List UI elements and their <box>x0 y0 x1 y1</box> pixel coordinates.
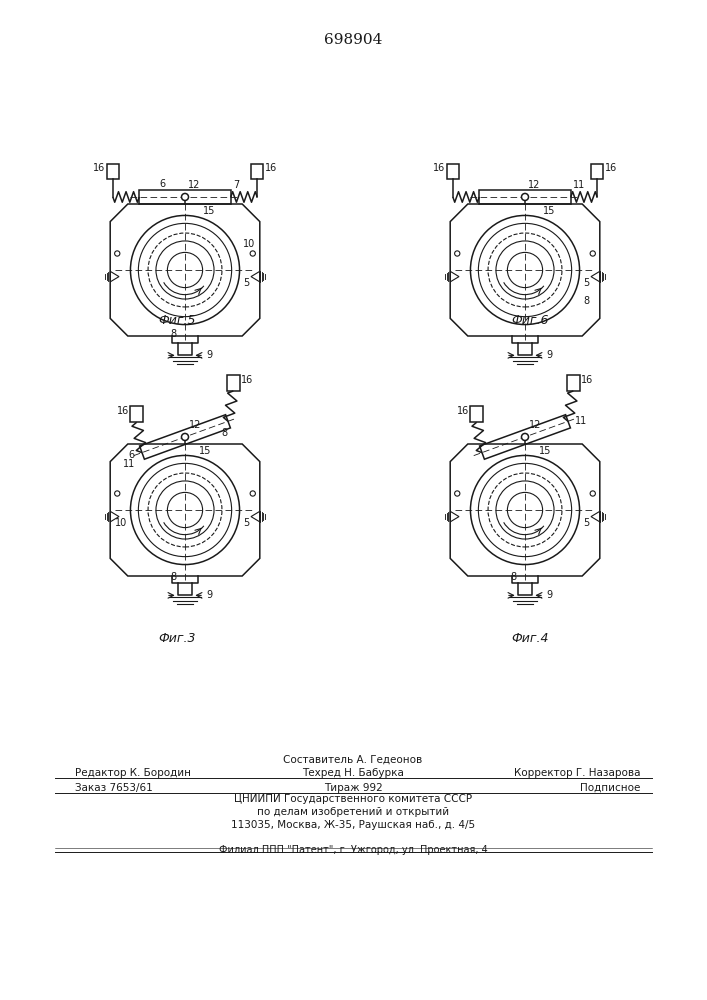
Text: 16: 16 <box>581 375 593 385</box>
Text: 11: 11 <box>122 459 135 469</box>
Text: 113035, Москва, Ж-35, Раушская наб., д. 4/5: 113035, Москва, Ж-35, Раушская наб., д. … <box>231 820 475 830</box>
Text: 12: 12 <box>189 420 201 430</box>
Text: Тираж 992: Тираж 992 <box>324 783 382 793</box>
Text: 698904: 698904 <box>324 33 382 47</box>
Bar <box>227 375 240 391</box>
Text: 8: 8 <box>170 329 176 339</box>
Text: 12: 12 <box>187 180 200 190</box>
Bar <box>447 164 459 179</box>
Circle shape <box>455 491 460 496</box>
Text: 8: 8 <box>583 296 589 306</box>
Circle shape <box>115 251 120 256</box>
Text: 11: 11 <box>573 180 585 190</box>
Bar <box>470 406 483 422</box>
Text: 16: 16 <box>457 406 469 416</box>
Text: 11: 11 <box>575 416 588 426</box>
Text: Филиал ППП "Патент", г. Ужгород, ул. Проектная, 4: Филиал ППП "Патент", г. Ужгород, ул. Про… <box>218 845 487 855</box>
Bar <box>567 375 580 391</box>
Text: 16: 16 <box>265 163 277 173</box>
Text: 9: 9 <box>206 350 212 360</box>
Text: 7: 7 <box>233 180 240 190</box>
Circle shape <box>250 491 255 496</box>
Text: ЦНИИПИ Государственного комитета СССР: ЦНИИПИ Государственного комитета СССР <box>234 794 472 804</box>
Bar <box>591 164 603 179</box>
Text: 16: 16 <box>433 163 445 173</box>
Text: Корректор Г. Назарова: Корректор Г. Назарова <box>513 768 640 778</box>
Circle shape <box>250 251 255 256</box>
Text: Фиг.3: Фиг.3 <box>158 632 196 645</box>
Text: 5: 5 <box>243 518 250 528</box>
Circle shape <box>115 491 120 496</box>
Text: 15: 15 <box>539 446 551 456</box>
Text: 16: 16 <box>605 163 617 173</box>
Circle shape <box>455 251 460 256</box>
Text: Фиг.4: Фиг.4 <box>511 632 549 645</box>
Text: 8: 8 <box>510 572 516 582</box>
Text: 5: 5 <box>583 278 590 288</box>
Text: 15: 15 <box>543 206 556 216</box>
Text: Фиг.5: Фиг.5 <box>158 314 196 326</box>
Text: Составитель А. Гедеонов: Составитель А. Гедеонов <box>284 755 423 765</box>
Circle shape <box>590 491 595 496</box>
Text: Заказ 7653/61: Заказ 7653/61 <box>75 783 153 793</box>
Circle shape <box>522 193 529 200</box>
Text: 6: 6 <box>129 450 135 460</box>
Bar <box>107 164 119 179</box>
Circle shape <box>182 433 189 440</box>
Bar <box>251 164 263 179</box>
Text: Редактор К. Бородин: Редактор К. Бородин <box>75 768 191 778</box>
Text: 5: 5 <box>583 518 590 528</box>
Text: Фиг.6: Фиг.6 <box>511 314 549 326</box>
Text: 12: 12 <box>527 180 540 190</box>
Circle shape <box>522 433 529 440</box>
Text: 5: 5 <box>243 278 250 288</box>
Text: 9: 9 <box>206 590 212 600</box>
Circle shape <box>182 193 189 200</box>
Text: 10: 10 <box>243 239 255 249</box>
Text: 16: 16 <box>93 163 105 173</box>
Text: Техред Н. Бабурка: Техред Н. Бабурка <box>302 768 404 778</box>
Text: 15: 15 <box>204 206 216 216</box>
Text: 6: 6 <box>159 179 165 189</box>
Text: 9: 9 <box>546 590 552 600</box>
Bar <box>131 406 143 422</box>
Text: 16: 16 <box>117 406 129 416</box>
Text: 16: 16 <box>241 375 254 385</box>
Text: 15: 15 <box>199 446 211 456</box>
Text: 9: 9 <box>546 350 552 360</box>
Text: 12: 12 <box>530 420 542 430</box>
Text: Подписное: Подписное <box>580 783 641 793</box>
Text: 10: 10 <box>115 518 127 528</box>
Text: 8: 8 <box>221 428 228 438</box>
Circle shape <box>590 251 595 256</box>
Text: по делам изобретений и открытий: по делам изобретений и открытий <box>257 807 449 817</box>
Text: 8: 8 <box>170 572 176 582</box>
